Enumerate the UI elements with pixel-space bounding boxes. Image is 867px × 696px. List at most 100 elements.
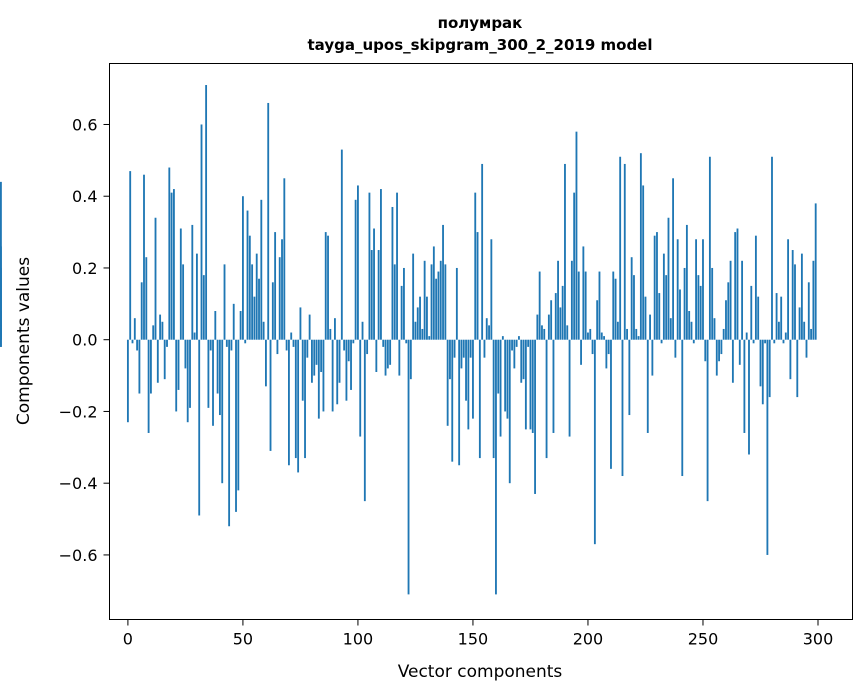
bar [242,196,244,340]
bar [777,321,780,340]
bar [768,339,771,398]
bar [506,339,509,419]
bar [393,264,396,340]
bar [382,339,385,347]
bar [729,260,732,340]
bar [156,339,159,383]
bar [522,339,525,380]
bar [195,253,198,340]
bar [421,328,424,340]
bar [140,282,143,340]
bar [561,285,564,340]
bar [324,232,327,340]
bar [428,336,431,340]
bar [423,260,426,340]
bar [368,192,371,340]
bar [391,206,394,340]
y-axis-ticks: −0.6 −0.4 −0.2 0.0 0.2 0.4 0.6 [59,115,110,565]
bar [343,339,346,351]
y-tick-label: −0.6 [59,546,98,565]
bar [683,267,686,340]
bar [711,267,714,340]
bar [570,260,573,340]
bar [354,199,357,340]
bar [449,339,451,380]
bar [175,339,178,412]
bar [189,339,191,408]
bar [168,167,171,340]
bar [497,339,500,394]
bar [600,332,603,340]
bar [442,224,444,340]
bar [216,339,219,394]
bar [812,260,815,340]
bar [163,339,166,380]
bar [359,339,362,437]
bar [674,339,677,358]
bar [656,232,658,340]
bar [455,267,458,340]
y-tick-label: −0.2 [59,402,98,421]
bar [775,293,778,340]
bar [803,321,806,340]
bar [649,314,651,340]
bar [202,275,205,340]
bar [143,174,145,340]
bar [552,339,555,433]
bar [412,253,415,340]
bar [232,303,235,340]
bar [699,285,702,340]
bar [209,339,212,351]
bar [223,264,226,340]
bar [676,239,679,340]
bar [301,339,304,401]
bar [794,264,796,340]
bar [504,339,507,412]
bar [0,328,2,340]
bar [426,296,428,340]
bar [182,264,185,340]
bar [437,271,440,340]
x-tick-label: 0 [123,630,133,649]
bar [281,239,283,340]
bar [405,339,408,344]
bar [320,339,323,372]
bar [584,271,587,340]
bar [614,278,617,340]
bar [662,253,665,340]
bar [225,339,228,347]
bar [363,339,366,502]
chart-title: полумрак [438,14,523,32]
bar [688,311,691,340]
bar [290,332,293,340]
bar [695,239,697,340]
bar [621,339,624,477]
bar [784,332,787,340]
bar [235,339,237,512]
bar [587,332,589,340]
bar [478,339,481,459]
bar [566,325,569,340]
bar [531,339,534,433]
bar [313,339,316,376]
bar [317,339,320,419]
bar [129,171,132,340]
bar [152,325,155,340]
bar [598,271,601,340]
bar [345,339,348,401]
bar [380,189,382,340]
bar [288,339,290,466]
bar [685,224,688,340]
bar [159,314,162,340]
bar [271,282,274,340]
bar [384,339,387,376]
bar [145,257,148,340]
bar [218,339,221,416]
bar [550,300,553,340]
bar [718,339,720,362]
bars-group [0,85,817,595]
bar [796,339,799,398]
x-tick-label: 100 [343,630,374,649]
bar [315,339,318,365]
